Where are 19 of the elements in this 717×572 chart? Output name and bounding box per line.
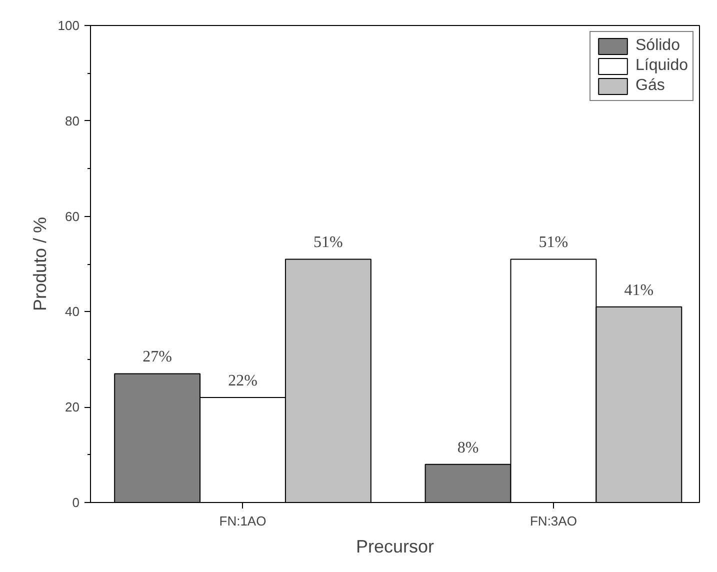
y-tick-label: 40 bbox=[65, 304, 80, 320]
legend-label: Sólido bbox=[636, 36, 680, 56]
y-tick-label: 100 bbox=[58, 18, 80, 33]
data-label: 22% bbox=[228, 372, 258, 390]
y-tick-label: 60 bbox=[65, 208, 80, 224]
data-label: 27% bbox=[142, 348, 172, 366]
data-label: 41% bbox=[624, 282, 654, 299]
y-tick-label: 80 bbox=[65, 113, 80, 128]
x-tick-label: FN:3AO bbox=[530, 514, 577, 528]
legend-label: Líquido bbox=[636, 56, 688, 76]
y-tick-label: 0 bbox=[72, 495, 80, 510]
data-label: 51% bbox=[538, 234, 568, 252]
x-tick-label: FN:1AO bbox=[219, 514, 266, 528]
legend-label: Gás bbox=[636, 76, 665, 96]
data-label: 51% bbox=[314, 234, 343, 252]
y-axis-title: Produto / % bbox=[30, 216, 50, 312]
data-label: 8% bbox=[457, 439, 479, 456]
x-axis-title: Precursor bbox=[356, 536, 434, 556]
y-tick-label: 20 bbox=[65, 400, 80, 415]
